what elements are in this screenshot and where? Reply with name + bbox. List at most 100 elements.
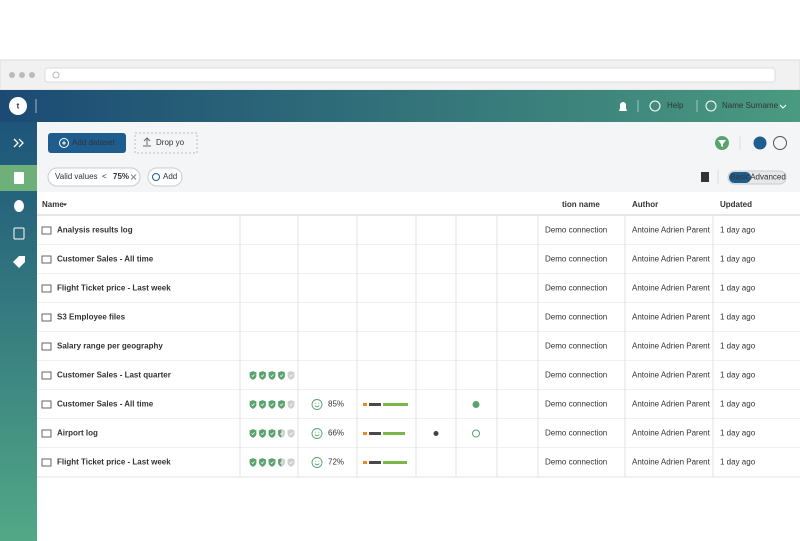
table-row[interactable]: Flight Ticket price - Last week 72% Demo c… [37,448,800,478]
shield-check [251,461,255,465]
remove-filter[interactable] [130,174,137,180]
dataset-icon [41,342,52,351]
smiley-eye [318,402,320,404]
quality-bar-invalid [363,461,367,464]
column-header[interactable]: tion name [562,200,600,209]
drop-zone-label: Drop yo [156,138,185,147]
filter-value: 75% [113,172,129,181]
reload-icon[interactable] [52,71,60,79]
shield-check [260,374,265,378]
dataset-name[interactable]: Salary range per geography [57,342,163,351]
shield-check [270,374,274,378]
table-row[interactable]: Customer Sales - All time Demo connection… [37,245,800,275]
owner-icon[interactable] [472,401,480,408]
updated-date: 1 day ago [720,371,756,380]
connection-name: Demo connection [545,342,607,351]
connections-icon[interactable] [14,200,24,212]
table-row[interactable]: Analysis results log Demo connection Antoi… [37,216,800,246]
updated-date: 1 day ago [720,458,756,467]
smiley-mouth [314,434,320,437]
add-dataset-label: Add dataset [72,138,115,147]
table-row[interactable]: Salary range per geography Demo connectio… [37,332,800,362]
connection-name: Demo connection [545,284,607,293]
window-dot [19,72,25,78]
table-row[interactable]: Airport log 66% Demo connection Antoine Adr… [37,419,800,449]
dataset-name[interactable]: Analysis results log [57,226,133,235]
table-row[interactable]: Customer Sales - Last quarter Demo connec… [37,361,800,391]
shield-check [251,432,255,436]
dataset-name[interactable]: Flight Ticket price - Last week [57,284,171,293]
bell-icon[interactable] [619,102,627,111]
app-header [0,90,800,122]
dataset-name[interactable]: Customer Sales - All time [57,400,154,409]
updated-date: 1 day ago [720,255,756,264]
column-header[interactable]: Updated [720,200,752,209]
row-background [37,448,800,477]
dataset-icon [41,429,52,438]
author-name: Antoine Adrien Parent [632,400,711,409]
author-name: Antoine Adrien Parent [632,313,711,322]
smiley-icon [311,428,323,439]
mode-advanced-label[interactable]: Advanced [750,173,786,182]
column-header[interactable]: Author [632,200,658,209]
plus-icon [152,173,160,181]
connection-name: Demo connection [545,313,607,322]
shield-check [251,374,255,378]
help-icon[interactable] [649,100,661,112]
connection-name: Demo connection [545,400,607,409]
expand-icon[interactable] [13,138,24,148]
shield-check [289,461,293,465]
share-icon[interactable] [433,431,439,436]
dataset-name[interactable]: Customer Sales - Last quarter [57,371,171,380]
quality-bar-valid [383,432,405,435]
tag-icon[interactable] [13,256,25,268]
author-name: Antoine Adrien Parent [632,226,711,235]
list-view-icon[interactable] [773,136,787,150]
help-link[interactable]: Help [667,101,684,110]
shield-check [279,461,284,465]
dataset-icon [41,284,52,293]
datasets-icon[interactable] [14,172,24,184]
user-icon[interactable] [705,100,717,112]
author-name: Antoine Adrien Parent [632,429,711,438]
quality-value: 66% [328,429,344,438]
logo[interactable] [9,97,27,115]
grid-view-icon[interactable] [753,136,767,150]
updated-date: 1 day ago [720,342,756,351]
shield-check [270,461,274,465]
updated-date: 1 day ago [720,284,756,293]
sort-icon[interactable] [63,203,67,207]
mode-basic[interactable] [729,172,751,183]
dataset-icon [41,255,52,264]
add-filter-chip[interactable] [147,167,183,187]
user-name[interactable]: Name Surname [722,101,779,110]
upload-icon [143,137,151,147]
owner-icon[interactable] [472,429,480,438]
window-dot [29,72,35,78]
dataset-name[interactable]: S3 Employee files [57,313,126,322]
updated-date: 1 day ago [720,226,756,235]
delete-icon[interactable] [701,172,709,182]
quality-bar-empty [369,403,381,406]
add-dataset-button[interactable] [48,133,126,153]
shield-check [289,432,293,436]
table-row[interactable]: Customer Sales - All time 85% Demo connect… [37,390,800,420]
user-caret[interactable] [779,104,787,109]
dataset-name[interactable]: Airport log [57,429,98,438]
dataset-icon [41,371,52,380]
drop-zone[interactable] [134,132,198,154]
quality-bar-empty [369,461,381,464]
row-background [37,390,800,419]
dataset-name[interactable]: Flight Ticket price - Last week [57,458,171,467]
row-background [37,245,800,274]
plus-icon [62,141,66,145]
address-bar[interactable] [44,67,776,83]
dataset-name[interactable]: Customer Sales - All time [57,255,154,264]
table-row[interactable]: Flight Ticket price - Last week Demo conn… [37,274,800,304]
add-filter-label: Add [163,172,177,181]
filter-chip[interactable] [47,167,141,187]
table-row[interactable]: S3 Employee files Demo connection Antoine … [37,303,800,333]
dictionary-icon[interactable] [13,227,25,240]
sidebar [0,122,37,541]
column-header[interactable]: Name [42,200,64,209]
